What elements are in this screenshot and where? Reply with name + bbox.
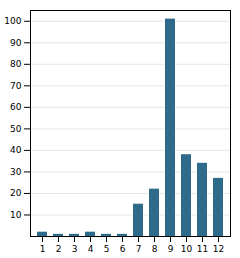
svg-text:100: 100 xyxy=(4,16,21,26)
svg-text:10: 10 xyxy=(10,210,22,220)
svg-text:10: 10 xyxy=(181,244,193,254)
svg-text:6: 6 xyxy=(120,244,126,254)
svg-text:20: 20 xyxy=(10,188,22,198)
svg-text:40: 40 xyxy=(10,145,22,155)
svg-text:9: 9 xyxy=(168,244,174,254)
svg-text:11: 11 xyxy=(197,244,208,254)
svg-text:12: 12 xyxy=(213,244,224,254)
svg-text:90: 90 xyxy=(10,38,22,48)
svg-text:2: 2 xyxy=(56,244,62,254)
svg-text:8: 8 xyxy=(152,244,158,254)
svg-text:50: 50 xyxy=(10,124,22,134)
svg-text:3: 3 xyxy=(72,244,78,254)
svg-text:70: 70 xyxy=(10,81,22,91)
svg-text:60: 60 xyxy=(10,102,22,112)
svg-text:80: 80 xyxy=(10,59,22,69)
svg-text:7: 7 xyxy=(136,244,142,254)
svg-text:1: 1 xyxy=(40,244,46,254)
svg-text:4: 4 xyxy=(88,244,94,254)
svg-text:5: 5 xyxy=(104,244,110,254)
svg-text:30: 30 xyxy=(10,167,22,177)
